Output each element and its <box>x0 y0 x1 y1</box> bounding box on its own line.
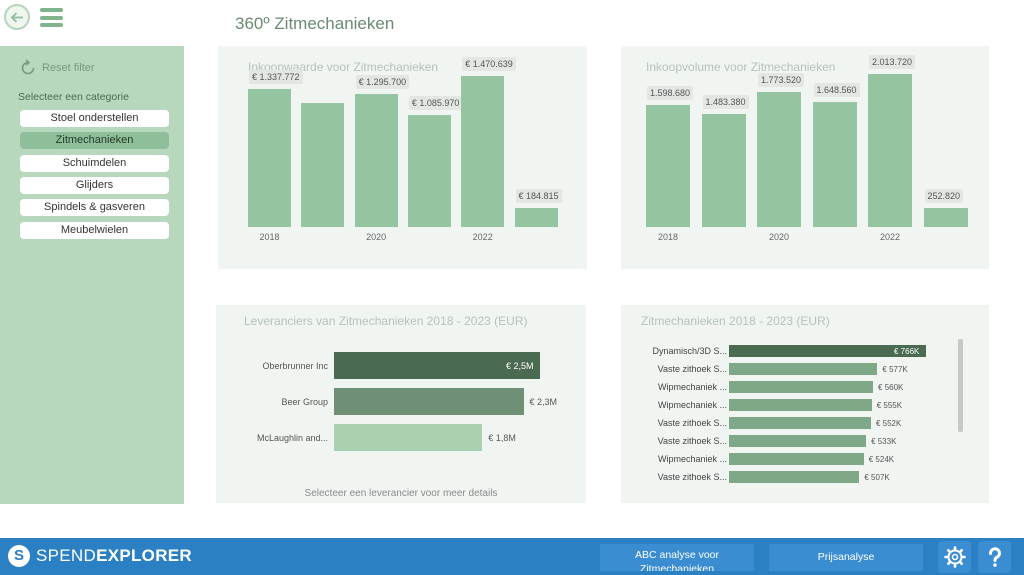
brand-bold: EXPLORER <box>96 546 192 565</box>
product-bar[interactable] <box>729 435 867 447</box>
x-tick-label: 2018 <box>259 232 280 242</box>
data-label: € 2,3M <box>529 397 558 407</box>
data-label: € 577K <box>882 365 908 374</box>
data-label: € 1.295.700 <box>355 74 410 89</box>
help-button[interactable] <box>978 541 1011 573</box>
category-button[interactable]: Schuimdelen <box>20 154 169 172</box>
bar[interactable] <box>514 207 558 227</box>
data-label: € 1.085.970 <box>408 96 463 111</box>
data-label: € 555K <box>876 401 903 410</box>
reset-filter-button[interactable]: Reset filter <box>18 58 95 78</box>
data-label: € 1.470.639 <box>462 56 516 71</box>
inkoopvolume-card: Inkoopvolume voor Zitmechanieken 1.598.6… <box>621 46 989 269</box>
data-label: € 1,8M <box>488 433 516 443</box>
product-bar[interactable] <box>729 417 871 429</box>
x-tick-label: 2022 <box>472 232 493 242</box>
category-button[interactable]: Meubelwielen <box>20 221 169 239</box>
bar[interactable] <box>646 105 690 227</box>
inkoopwaarde-card: Inkoopwaarde voor Zitmechanieken € 1.337… <box>218 46 587 269</box>
chart-title: Inkoopvolume voor Zitmechanieken <box>646 60 836 74</box>
bar[interactable] <box>868 73 912 227</box>
abc-analysis-button[interactable]: ABC analyse voor Zitmechanieken <box>600 544 754 571</box>
product-bar[interactable] <box>729 345 926 357</box>
data-label: 1.773.520 <box>758 73 805 88</box>
data-label: € 507K <box>864 473 890 482</box>
supplier-bar[interactable] <box>334 424 483 451</box>
reset-filter-label: Reset filter <box>42 62 95 74</box>
bar[interactable] <box>757 92 801 227</box>
menu-icon[interactable] <box>40 8 63 27</box>
product-label[interactable]: Vaste zithoek S... <box>657 364 727 374</box>
page-title: 360º Zitmechanieken <box>235 14 395 33</box>
bar[interactable] <box>461 75 505 227</box>
product-bar[interactable] <box>729 471 860 483</box>
category-button[interactable]: Stoel onderstellen <box>20 110 169 127</box>
category-button[interactable]: Glijders <box>20 176 169 194</box>
bar[interactable] <box>701 114 746 227</box>
logo: S SPENDEXPLORER <box>8 545 192 567</box>
supplier-label[interactable]: Oberbrunner Inc <box>262 361 328 371</box>
bar[interactable] <box>248 89 291 227</box>
product-bar[interactable] <box>729 399 872 411</box>
data-label: 252.820 <box>924 188 964 203</box>
data-label: € 2,5M <box>506 361 534 371</box>
product-label[interactable]: Wipmechaniek ... <box>657 400 727 410</box>
data-label: € 766K <box>894 347 920 356</box>
back-button[interactable] <box>4 4 30 30</box>
x-tick-label: 2020 <box>768 232 790 242</box>
supplier-label[interactable]: McLaughlin and... <box>256 433 328 443</box>
product-label[interactable]: Vaste zithoek S... <box>657 436 727 446</box>
footer: S SPENDEXPLORER ABC analyse voor Zitmech… <box>0 538 1024 575</box>
settings-button[interactable] <box>938 541 971 573</box>
question-icon <box>989 547 1001 567</box>
supplier-hint: Selecteer een leverancier voor meer deta… <box>304 488 498 499</box>
x-tick-label: 2022 <box>879 232 901 242</box>
bar[interactable] <box>407 115 451 227</box>
product-label[interactable]: Wipmechaniek ... <box>657 382 727 392</box>
product-label[interactable]: Vaste zithoek S... <box>657 418 727 428</box>
product-bar[interactable] <box>729 363 878 375</box>
category-button[interactable]: Zitmechanieken <box>20 132 169 150</box>
product-label[interactable]: Wipmechaniek ... <box>657 454 727 464</box>
product-label[interactable]: Dynamisch/3D S... <box>652 346 727 356</box>
data-label: € 1.337.772 <box>249 70 303 85</box>
chart-title: Zitmechanieken 2018 - 2023 (EUR) <box>641 314 830 328</box>
supplier-bar[interactable] <box>334 388 524 415</box>
bar[interactable] <box>812 101 857 227</box>
data-label: € 560K <box>878 383 904 392</box>
data-label: € 552K <box>875 419 902 428</box>
category-label: Selecteer een categorie <box>18 91 129 103</box>
data-label: € 524K <box>868 455 895 464</box>
data-label: 1.598.680 <box>647 86 694 101</box>
suppliers-card: Leveranciers van Zitmechanieken 2018 - 2… <box>216 305 586 503</box>
scrollbar[interactable] <box>958 339 963 432</box>
chart-title: Leveranciers van Zitmechanieken 2018 - 2… <box>244 314 528 328</box>
refresh-icon <box>21 59 35 75</box>
product-bar[interactable] <box>729 381 874 393</box>
supplier-label[interactable]: Beer Group <box>281 397 328 407</box>
data-label: 1.483.380 <box>702 95 749 110</box>
bar[interactable] <box>301 103 345 227</box>
bar[interactable] <box>354 93 398 227</box>
product-bar[interactable] <box>729 453 864 465</box>
x-tick-label: 2018 <box>657 232 679 242</box>
category-button[interactable]: Spindels & gasveren <box>20 199 169 217</box>
brand-light: SPEND <box>36 546 97 565</box>
x-tick-label: 2020 <box>366 232 387 242</box>
data-label: € 184.815 <box>515 188 562 203</box>
data-label: € 533K <box>871 437 897 446</box>
logo-icon: S <box>8 545 30 567</box>
price-analysis-button[interactable]: Prijsanalyse <box>769 544 923 571</box>
arrow-left-icon <box>10 12 23 23</box>
gear-icon <box>944 546 966 568</box>
data-label: 2.013.720 <box>869 54 916 69</box>
bar[interactable] <box>923 207 968 227</box>
product-label[interactable]: Vaste zithoek S... <box>657 472 727 482</box>
supplier-bar[interactable] <box>334 352 540 379</box>
data-label: 1.648.560 <box>813 82 860 97</box>
sidebar: Reset filter Selecteer een categorie Sto… <box>0 46 184 504</box>
products-card: Zitmechanieken 2018 - 2023 (EUR) Dynamis… <box>621 305 989 503</box>
